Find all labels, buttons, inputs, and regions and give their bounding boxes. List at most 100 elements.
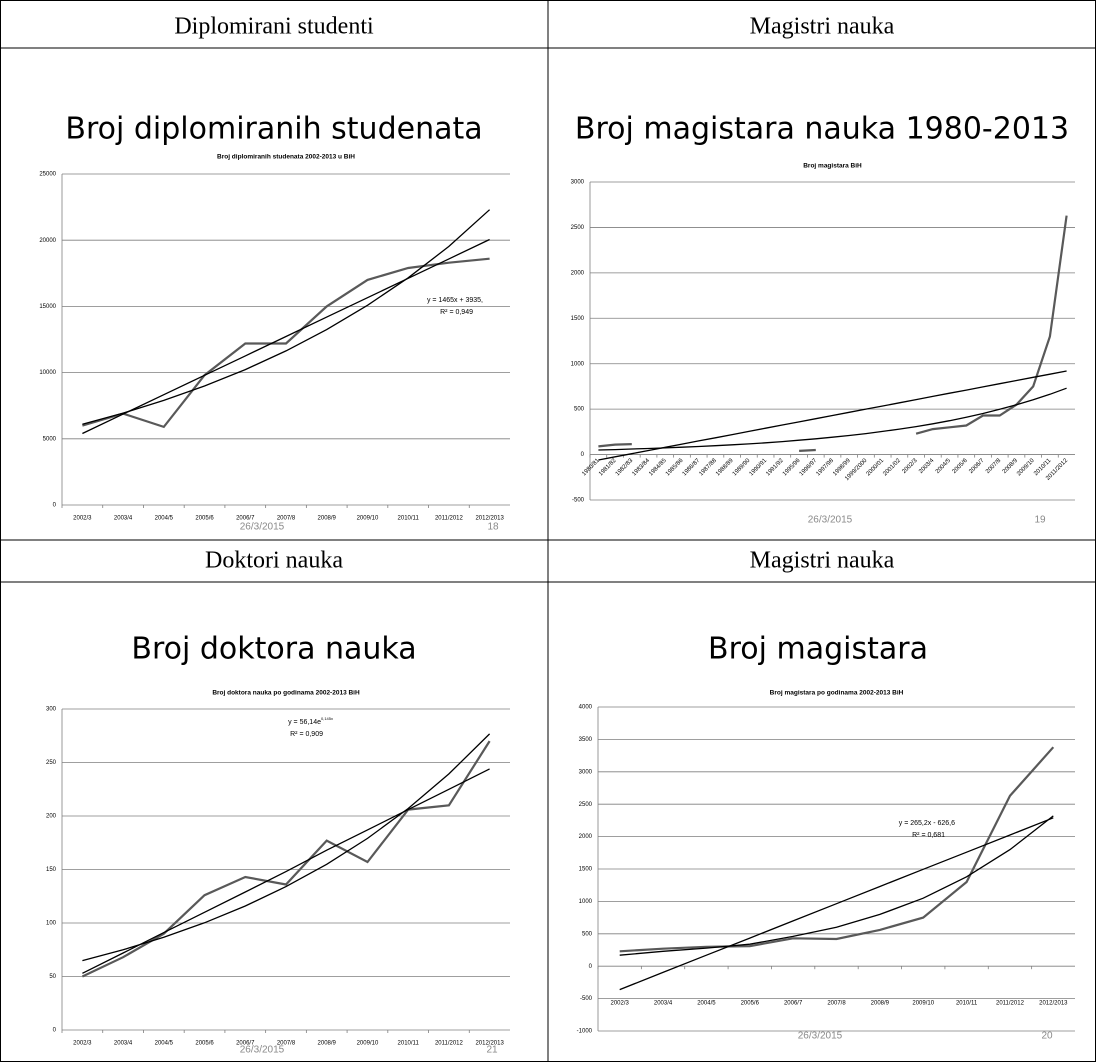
x-tick-label: 2004/5 — [155, 1041, 174, 1047]
y-tick-label: 3000 — [579, 769, 593, 775]
x-tick-label: 2008/9 — [318, 1041, 337, 1047]
x-tick-label: 2009/10 — [1016, 457, 1036, 477]
x-tick-label: 2012/2013 — [475, 1041, 504, 1047]
slide-title: Broj doktora nauka — [131, 632, 416, 667]
data-line — [82, 257, 490, 429]
y-tick-label: 0 — [581, 452, 585, 458]
chart-title: Broj doktora nauka po godinama 2002-2013… — [212, 690, 360, 697]
x-tick-label: 2007/8 — [277, 1041, 296, 1047]
y-tick-label: 100 — [46, 921, 57, 927]
x-tick-label: 2010/11 — [398, 1041, 420, 1047]
x-tick-label: 2008/9 — [318, 516, 337, 522]
y-tick-label: 500 — [582, 931, 593, 937]
y-tick-label: 50 — [49, 974, 56, 980]
x-tick-label: 2009/10 — [357, 516, 379, 522]
y-tick-label: 1000 — [571, 361, 585, 367]
x-tick-label: 2004/5 — [935, 457, 953, 475]
slide-title: Broj magistara nauka 1980-2013 — [575, 112, 1069, 147]
x-tick-label: 2011/2012 — [435, 1041, 464, 1047]
x-tick-label: 2010/11 — [398, 516, 420, 522]
equation-exponent: 0,145x — [321, 716, 333, 721]
trend-line — [619, 817, 1054, 991]
equation: y = 1465x + 3935, — [427, 297, 483, 304]
y-tick-label: 200 — [46, 814, 57, 820]
trend-line — [82, 733, 491, 962]
slide-date: 26/3/2015 — [798, 1031, 843, 1042]
x-tick-label: 2006/7 — [236, 516, 255, 522]
y-tick-label: 3000 — [571, 180, 585, 186]
y-tick-label: 500 — [574, 407, 585, 413]
trend-line — [598, 370, 1067, 461]
x-tick-label: 2001/02 — [882, 457, 902, 477]
data-line — [598, 215, 1068, 452]
slide-date: 26/3/2015 — [240, 522, 285, 533]
y-tick-label: 4000 — [579, 705, 593, 711]
y-tick-label: -500 — [572, 498, 585, 504]
x-tick-label: 2008/9 — [871, 1001, 890, 1007]
x-tick-label: 2005/6 — [952, 457, 970, 475]
x-tick-label: 2010/11 — [956, 1001, 978, 1007]
x-tick-label: 2007/8 — [827, 1001, 846, 1007]
y-tick-label: 5000 — [43, 436, 57, 442]
r-squared: R² = 0,909 — [290, 731, 323, 738]
y-tick-label: -1000 — [577, 1029, 593, 1035]
y-tick-label: 3500 — [579, 737, 593, 743]
r-squared: R² = 0,681 — [912, 832, 945, 839]
y-tick-label: 250 — [46, 760, 57, 766]
y-tick-label: 1500 — [579, 867, 593, 873]
y-tick-label: 300 — [46, 707, 57, 713]
slide-date: 26/3/2015 — [240, 1045, 285, 1056]
chart-title: Broj magistara po godinama 2002-2013 BiH — [770, 690, 904, 697]
trend-line — [598, 387, 1067, 451]
x-tick-label: 2003/4 — [114, 1041, 133, 1047]
y-tick-label: 0 — [53, 503, 57, 509]
trend-line — [619, 815, 1054, 956]
equation: y = 56,14e — [288, 719, 321, 726]
slide-number: 21 — [486, 1045, 498, 1056]
x-tick-label: 2012/2013 — [475, 516, 504, 522]
x-tick-label: 2002/3 — [901, 457, 919, 475]
slide-number: 18 — [487, 522, 499, 533]
y-tick-label: 25000 — [39, 172, 56, 178]
x-tick-label: 2003/4 — [654, 1001, 673, 1007]
y-tick-label: 10000 — [39, 370, 56, 376]
x-tick-label: 2006/7 — [784, 1001, 803, 1007]
data-line — [81, 740, 491, 978]
x-tick-label: 2002/3 — [611, 1001, 630, 1007]
x-tick-label: 2007/8 — [985, 457, 1003, 475]
slide-title: Broj diplomiranih studenata — [65, 112, 482, 147]
x-tick-label: 2005/6 — [741, 1001, 760, 1007]
y-tick-label: 0 — [589, 964, 593, 970]
data-line — [619, 746, 1055, 953]
x-tick-label: 2011/2012 — [996, 1001, 1025, 1007]
trend-line — [82, 238, 490, 435]
slide-date: 26/3/2015 — [808, 515, 853, 526]
x-tick-label: 2002/3 — [73, 516, 92, 522]
x-tick-label: 2011/2012 — [435, 516, 464, 522]
y-tick-label: 150 — [46, 867, 57, 873]
chart-title: Broj magistara BiH — [803, 163, 862, 170]
x-tick-label: 2007/8 — [277, 516, 296, 522]
y-tick-label: 15000 — [39, 304, 56, 310]
x-tick-label: 2009/10 — [357, 1041, 379, 1047]
y-tick-label: 20000 — [39, 238, 56, 244]
slide-number: 19 — [1034, 515, 1046, 526]
y-tick-label: 0 — [53, 1028, 57, 1034]
x-tick-label: 2006/7 — [968, 457, 986, 475]
y-tick-label: -500 — [580, 996, 593, 1002]
trend-equation: y = 1465x + 3935, — [427, 297, 483, 304]
x-tick-label: 2012/2013 — [1039, 1001, 1068, 1007]
cell-heading: Magistri nauka — [750, 14, 895, 40]
y-tick-label: 2000 — [579, 834, 593, 840]
x-tick-label: 2003/4 — [114, 516, 133, 522]
cell-heading: Doktori nauka — [205, 548, 343, 574]
x-tick-label: 2005/6 — [195, 1041, 214, 1047]
y-tick-label: 2000 — [571, 270, 585, 276]
cell-heading: Magistri nauka — [750, 548, 895, 574]
slide-number: 20 — [1041, 1031, 1053, 1042]
trend-equation: y = 56,14e0,145x — [288, 716, 333, 726]
slide-title: Broj magistara — [708, 632, 928, 667]
r-squared: R² = 0,949 — [440, 309, 473, 316]
